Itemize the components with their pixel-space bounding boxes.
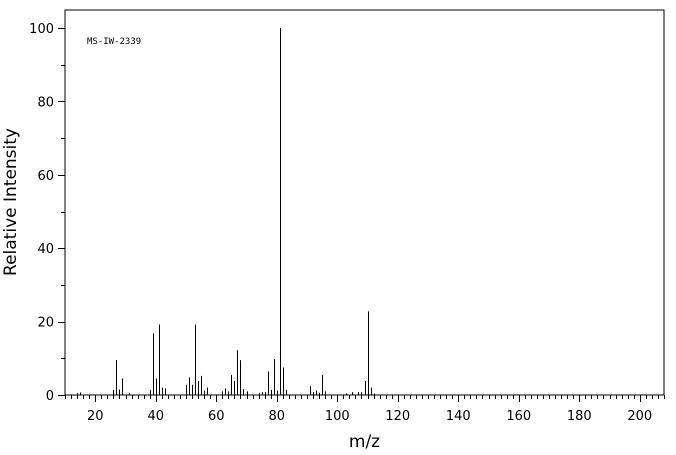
spectrum-id-annotation: MS-IW-2339 — [87, 37, 141, 47]
x-tick-label: 140 — [446, 409, 471, 424]
spectrum-peaks — [77, 28, 375, 395]
y-tick-label: 0 — [46, 389, 54, 404]
y-axis-ticks: 0 20 40 60 80 100 — [29, 22, 65, 404]
x-axis-ticks: 20 40 60 80 100 120 140 160 180 200 — [65, 395, 665, 424]
x-tick-label: 100 — [325, 409, 350, 424]
x-tick-label: 80 — [268, 409, 285, 424]
x-tick-label: 40 — [147, 409, 164, 424]
plot-frame — [64, 9, 665, 396]
y-axis-title: Relative Intensity — [1, 128, 21, 276]
y-tick-label: 20 — [37, 316, 54, 331]
y-tick-label: 40 — [37, 242, 54, 257]
x-tick-label: 120 — [385, 409, 410, 424]
y-tick-label: 80 — [37, 95, 54, 110]
x-tick-label: 200 — [627, 409, 652, 424]
y-tick-label: 100 — [29, 22, 54, 37]
x-axis-title: m/z — [349, 432, 380, 452]
x-tick-label: 180 — [567, 409, 592, 424]
x-tick-label: 20 — [87, 409, 104, 424]
x-tick-label: 60 — [208, 409, 225, 424]
y-tick-label: 60 — [37, 169, 54, 184]
x-tick-label: 160 — [506, 409, 531, 424]
